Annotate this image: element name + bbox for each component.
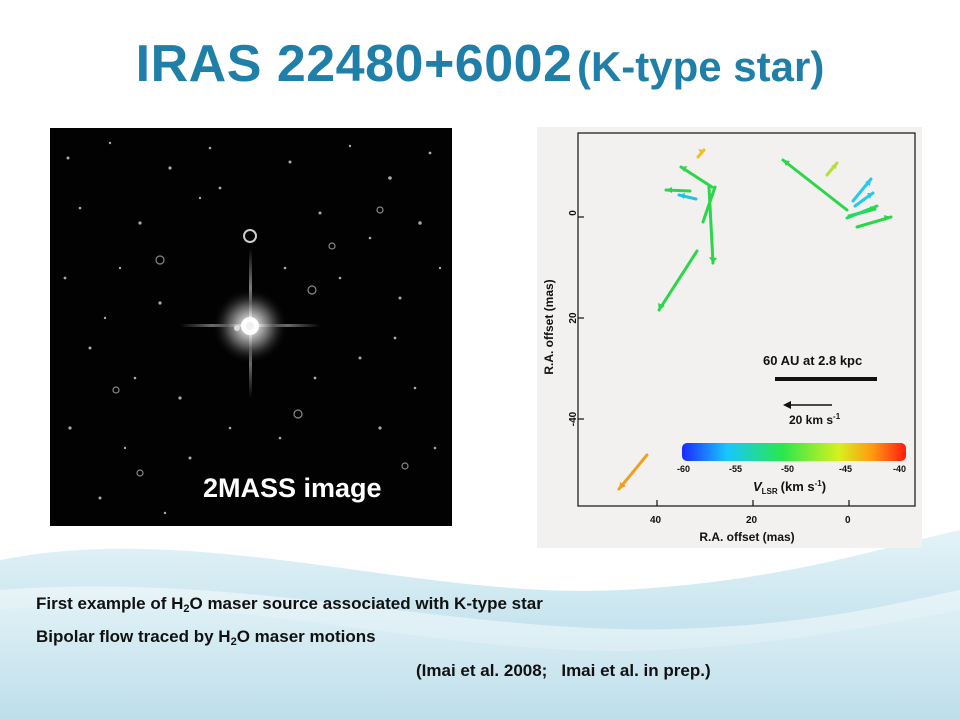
velocity-label: 20 km s-1	[789, 412, 841, 427]
caption-line-2: Bipolar flow traced by H2O maser motions	[36, 627, 376, 648]
caption-2-sub: 2	[230, 636, 237, 648]
star-field-image: 2MASS image	[50, 128, 452, 526]
title-main: IRAS 22480+6002	[135, 35, 573, 93]
cbar-tick-50: -50	[781, 464, 794, 474]
x-tick-20: 20	[746, 515, 758, 526]
caption-line-1: First example of H2O maser source associ…	[36, 594, 543, 615]
slide-title: IRAS 22480+6002 (K-type star)	[0, 34, 960, 94]
caption-1-sub: 2	[183, 603, 190, 615]
y-tick-neg40: -40	[568, 411, 579, 426]
maser-vectors	[617, 148, 893, 491]
star-field-graphic	[63, 141, 442, 515]
caption-1a: First example of H	[36, 594, 184, 613]
y-tick-20: 20	[568, 312, 579, 324]
scale-label: 60 AU at 2.8 kpc	[763, 353, 862, 368]
y-axis-label: R.A. offset (mas)	[542, 279, 556, 374]
x-tick-40: 40	[650, 515, 662, 526]
arrowheads	[619, 149, 891, 489]
cbar-tick-55: -55	[729, 464, 742, 474]
title-sub: (K-type star)	[576, 43, 825, 90]
x-tick-0: 0	[845, 515, 851, 526]
image-label: 2MASS image	[203, 473, 382, 503]
reference-2: Imai et al. in prep.)	[561, 661, 711, 680]
velocity-arrowhead	[783, 401, 791, 409]
maser-plot-graphic: 0 20 -40 R.A. offset (mas) 40 20 0 R.A. …	[542, 132, 916, 544]
x-axis-label: R.A. offset (mas)	[699, 530, 794, 544]
caption-1b: O maser source associated with K-type st…	[189, 594, 543, 613]
y-tick-0: 0	[568, 210, 579, 216]
colorbar-label: VLSR (km s-1)	[753, 479, 826, 496]
cbar-tick-45: -45	[839, 464, 852, 474]
caption-2b: O maser motions	[236, 627, 376, 646]
cbar-tick-40: -40	[893, 464, 906, 474]
reference-1: (Imai et al. 2008;	[416, 661, 548, 680]
colorbar	[682, 443, 906, 461]
caption-2a: Bipolar flow traced by H	[36, 627, 231, 646]
maser-plot: 0 20 -40 R.A. offset (mas) 40 20 0 R.A. …	[537, 127, 922, 548]
plot-frame	[577, 132, 916, 507]
references: (Imai et al. 2008; Imai et al. in prep.)	[416, 661, 725, 681]
cbar-tick-60: -60	[677, 464, 690, 474]
